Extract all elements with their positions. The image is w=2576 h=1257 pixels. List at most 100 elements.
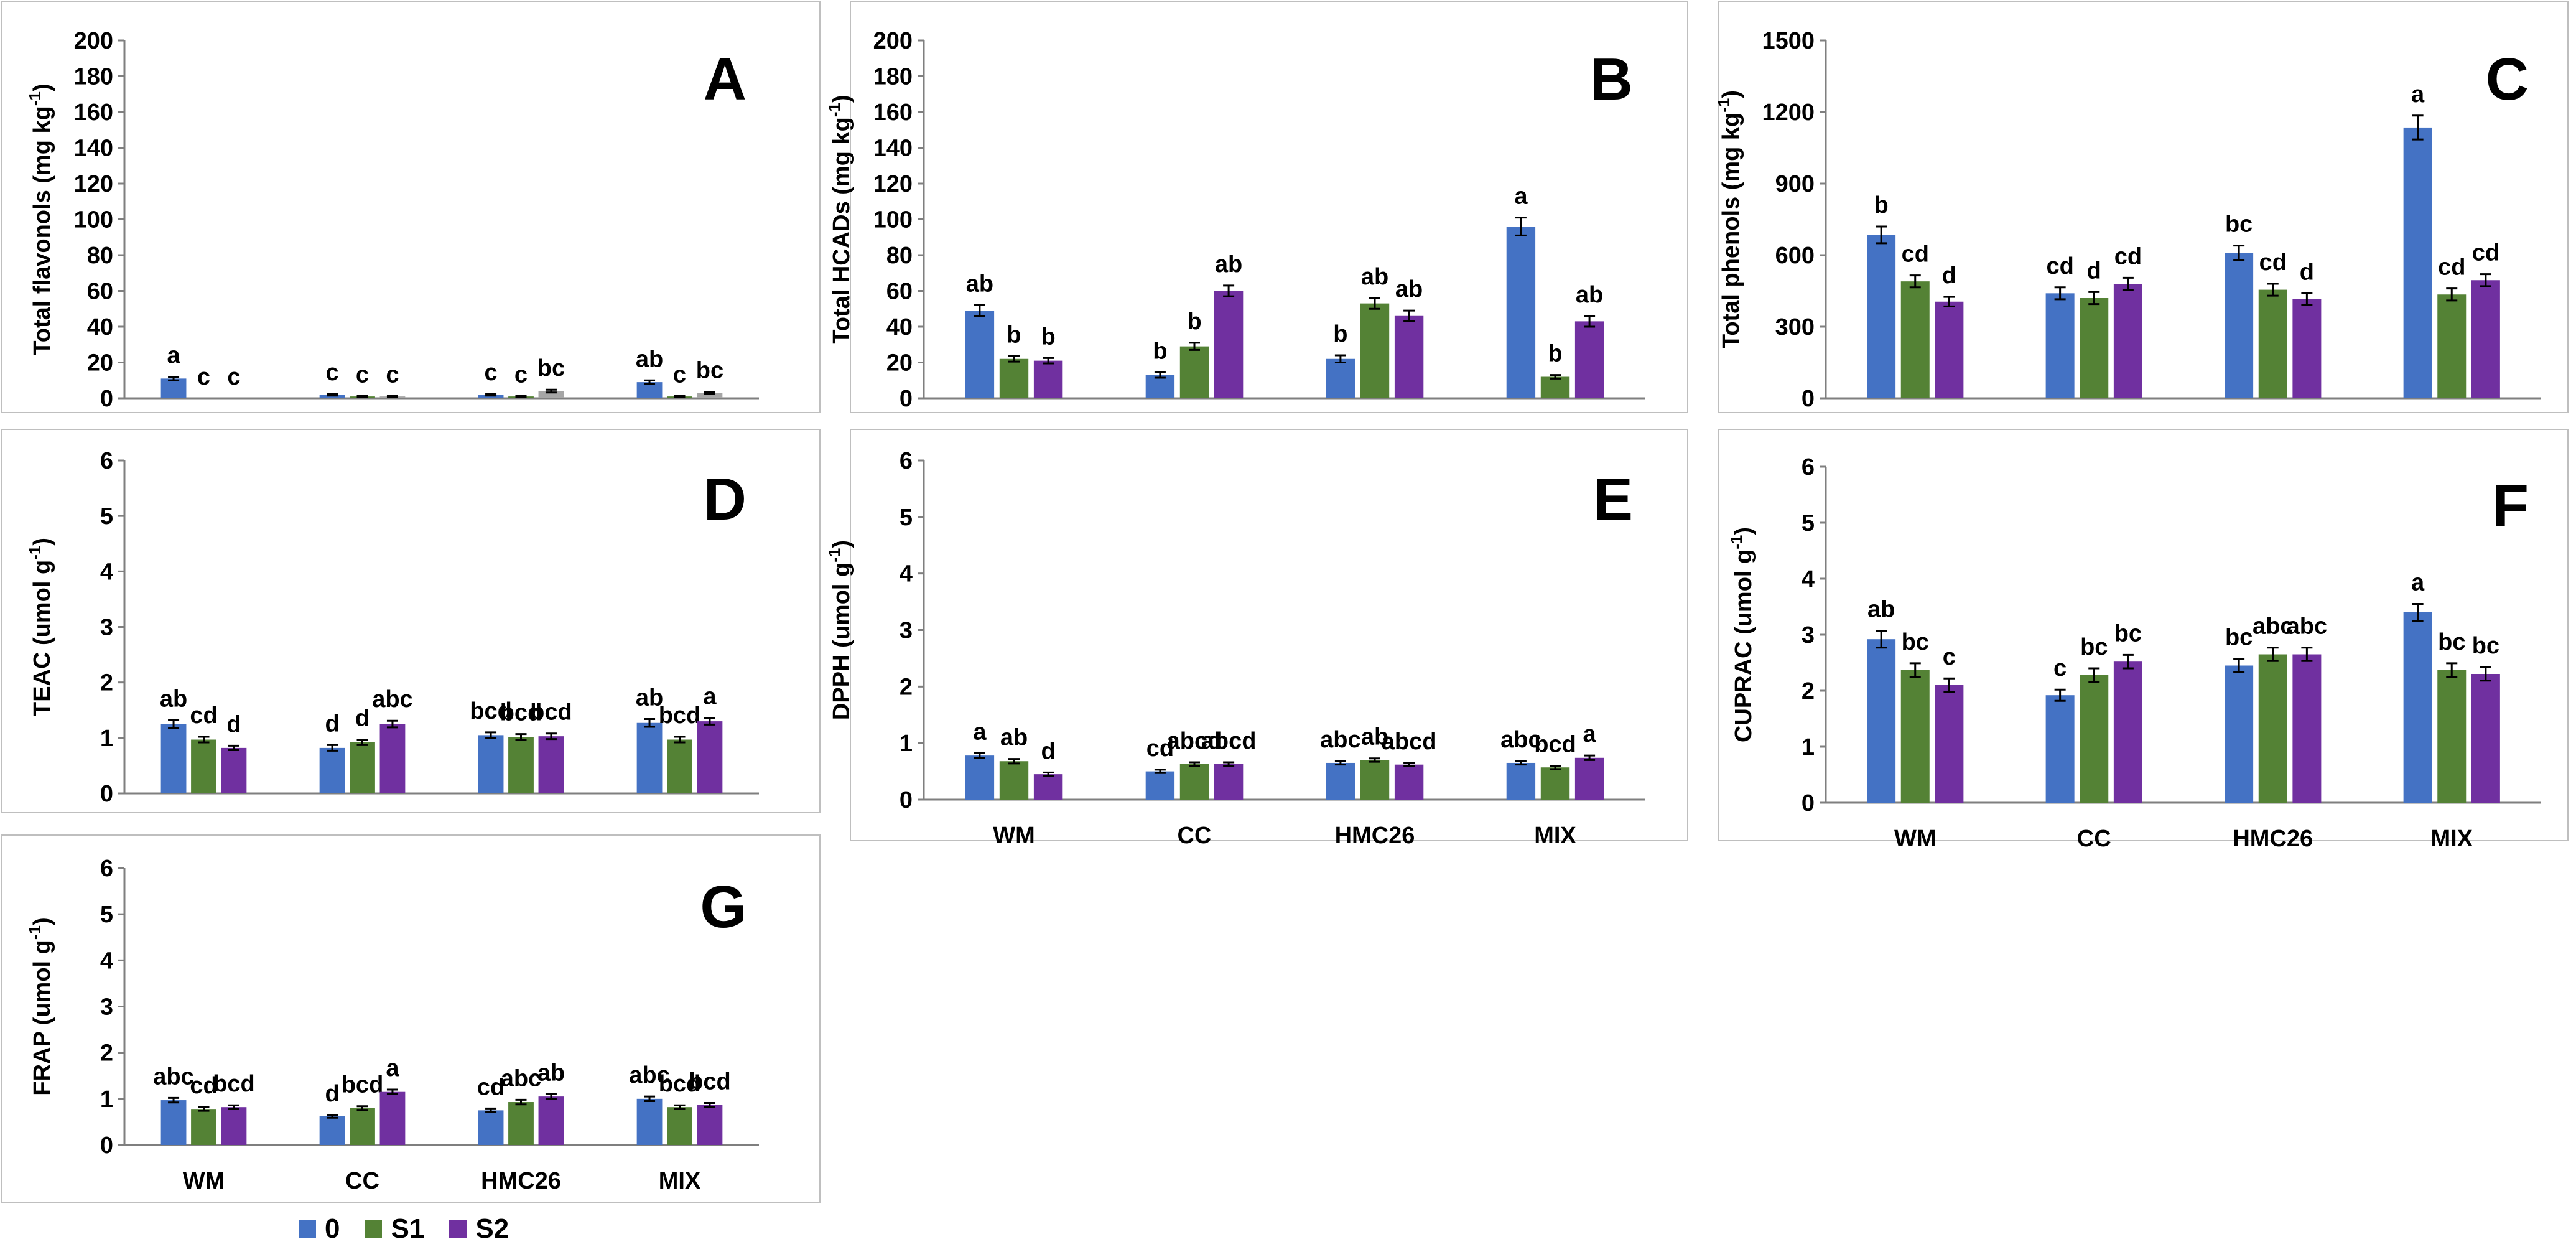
- y-tick-label-c-5: 1500: [1762, 28, 1815, 54]
- panel-letter-g: G: [700, 874, 746, 940]
- data-label-g-wm-s2: bcd: [213, 1071, 255, 1097]
- y-tick-label-e-2: 2: [900, 674, 913, 700]
- y-tick-label-b-10: 200: [873, 28, 913, 54]
- data-label-a-cc-s2: c: [386, 362, 399, 388]
- data-label-e-mix-0: abc: [1500, 727, 1541, 753]
- data-label-f-hmc26-s2: abc: [2287, 614, 2327, 640]
- bar-g-cc-0: [319, 1116, 345, 1145]
- bar-g-wm-s1: [191, 1109, 216, 1145]
- bar-c-hmc26-0: [2225, 253, 2254, 398]
- y-tick-label-f-0: 0: [1802, 790, 1815, 816]
- y-axis-title-b: Total HCADs (mg kg-1): [825, 95, 855, 343]
- data-label-d-cc-s2: abc: [372, 686, 412, 713]
- x-tick-label-e-0: WM: [993, 823, 1035, 849]
- data-label-f-hmc26-0: bc: [2225, 625, 2253, 651]
- bar-e-wm-s1: [999, 761, 1029, 800]
- y-tick-label-d-1: 1: [100, 726, 113, 752]
- data-label-g-hmc26-0: cd: [477, 1074, 505, 1100]
- data-label-a-mix-s2: bc: [696, 358, 723, 384]
- data-label-e-hmc26-s2: abcd: [1382, 729, 1437, 755]
- data-label-g-mix-0: abc: [629, 1062, 669, 1088]
- y-tick-label-b-2: 40: [886, 314, 913, 340]
- bar-c-mix-s2: [2471, 280, 2500, 398]
- y-tick-label-d-0: 0: [100, 781, 113, 807]
- bar-g-mix-s2: [697, 1105, 723, 1145]
- y-tick-label-a-5: 100: [74, 207, 113, 233]
- y-tick-label-f-6: 6: [1802, 454, 1815, 480]
- data-label-d-mix-s1: bcd: [659, 703, 701, 729]
- bar-f-mix-s1: [2437, 670, 2467, 803]
- data-label-f-wm-s2: c: [1943, 644, 1956, 670]
- y-axis-title-g: FRAP (umol g-1): [26, 917, 55, 1095]
- bar-d-wm-0: [160, 724, 187, 793]
- panel-frame-d: [1, 429, 821, 813]
- legend-label-s1: S1: [391, 1213, 425, 1244]
- data-label-a-cc-s1: c: [356, 362, 369, 388]
- data-label-f-cc-s2: bc: [2114, 620, 2142, 647]
- data-label-c-wm-s2: d: [1942, 263, 1956, 289]
- panel-frame-g: [1, 834, 821, 1203]
- y-tick-label-a-7: 140: [74, 136, 113, 162]
- data-label-a-mix-s1: c: [673, 362, 686, 388]
- data-label-b-hmc26-s2: ab: [1395, 276, 1423, 302]
- bar-a-hmc26-s2: [538, 391, 564, 398]
- bar-e-cc-s1: [1179, 764, 1209, 800]
- bar-d-cc-s1: [350, 742, 375, 793]
- y-tick-label-b-8: 160: [873, 100, 913, 126]
- bar-d-wm-s1: [191, 739, 216, 793]
- bar-g-wm-0: [160, 1100, 187, 1145]
- data-label-e-mix-s1: bcd: [1534, 732, 1576, 758]
- data-label-d-wm-s1: cd: [190, 703, 217, 729]
- data-label-b-wm-s1: b: [1007, 322, 1021, 348]
- bar-a-wm-0: [160, 378, 187, 398]
- bar-f-cc-s1: [2080, 675, 2109, 803]
- bar-c-cc-s1: [2080, 298, 2109, 398]
- bar-f-hmc26-s1: [2258, 654, 2287, 803]
- data-label-d-mix-0: ab: [636, 685, 663, 711]
- y-tick-label-b-0: 0: [900, 386, 913, 412]
- legend-swatch-s2: [449, 1220, 467, 1238]
- x-tick-label-f-0: WM: [1894, 826, 1937, 852]
- bar-c-hmc26-s1: [2258, 289, 2287, 398]
- bar-b-mix-s2: [1574, 321, 1604, 398]
- data-label-a-hmc26-s1: c: [514, 362, 528, 388]
- bar-b-cc-s1: [1179, 346, 1209, 398]
- panel-letter-c: C: [2486, 46, 2529, 113]
- y-tick-label-f-5: 5: [1802, 510, 1815, 536]
- data-label-b-cc-s2: ab: [1215, 251, 1242, 278]
- y-tick-label-b-4: 80: [886, 243, 913, 269]
- y-tick-label-e-3: 3: [900, 618, 913, 644]
- y-tick-label-g-4: 4: [100, 948, 113, 974]
- data-label-a-cc-0: c: [325, 360, 338, 386]
- data-label-c-wm-s1: cd: [1902, 241, 1929, 268]
- bar-g-cc-s1: [350, 1108, 375, 1145]
- data-label-g-cc-0: d: [325, 1081, 339, 1107]
- data-label-c-cc-s1: d: [2087, 258, 2101, 284]
- y-tick-label-a-9: 180: [74, 64, 113, 90]
- y-tick-label-c-0: 0: [1802, 386, 1815, 412]
- data-label-c-mix-s1: cd: [2438, 255, 2465, 281]
- y-tick-label-g-3: 3: [100, 994, 113, 1021]
- y-tick-label-f-1: 1: [1802, 734, 1815, 760]
- data-label-d-hmc26-s1: bcd: [500, 700, 542, 726]
- bar-d-cc-s2: [379, 724, 406, 793]
- bar-e-cc-s2: [1214, 764, 1244, 800]
- data-label-d-wm-0: ab: [160, 686, 187, 712]
- bar-g-hmc26-0: [478, 1110, 504, 1145]
- data-label-a-wm-0: a: [167, 343, 180, 369]
- y-tick-label-d-4: 4: [100, 559, 113, 585]
- data-label-g-mix-s2: bcd: [689, 1069, 731, 1095]
- bar-e-wm-0: [965, 755, 995, 800]
- panel-frame-a: [1, 1, 821, 413]
- y-tick-label-c-4: 1200: [1762, 100, 1815, 126]
- x-tick-label-g-3: MIX: [659, 1168, 701, 1194]
- data-label-g-hmc26-s1: abc: [501, 1065, 541, 1091]
- data-label-e-hmc26-0: abc: [1320, 727, 1360, 753]
- bar-g-hmc26-s1: [508, 1102, 534, 1145]
- legend-item-s2: S2: [449, 1213, 509, 1245]
- bar-c-mix-s1: [2437, 294, 2467, 398]
- data-label-c-hmc26-s1: cd: [2259, 250, 2287, 276]
